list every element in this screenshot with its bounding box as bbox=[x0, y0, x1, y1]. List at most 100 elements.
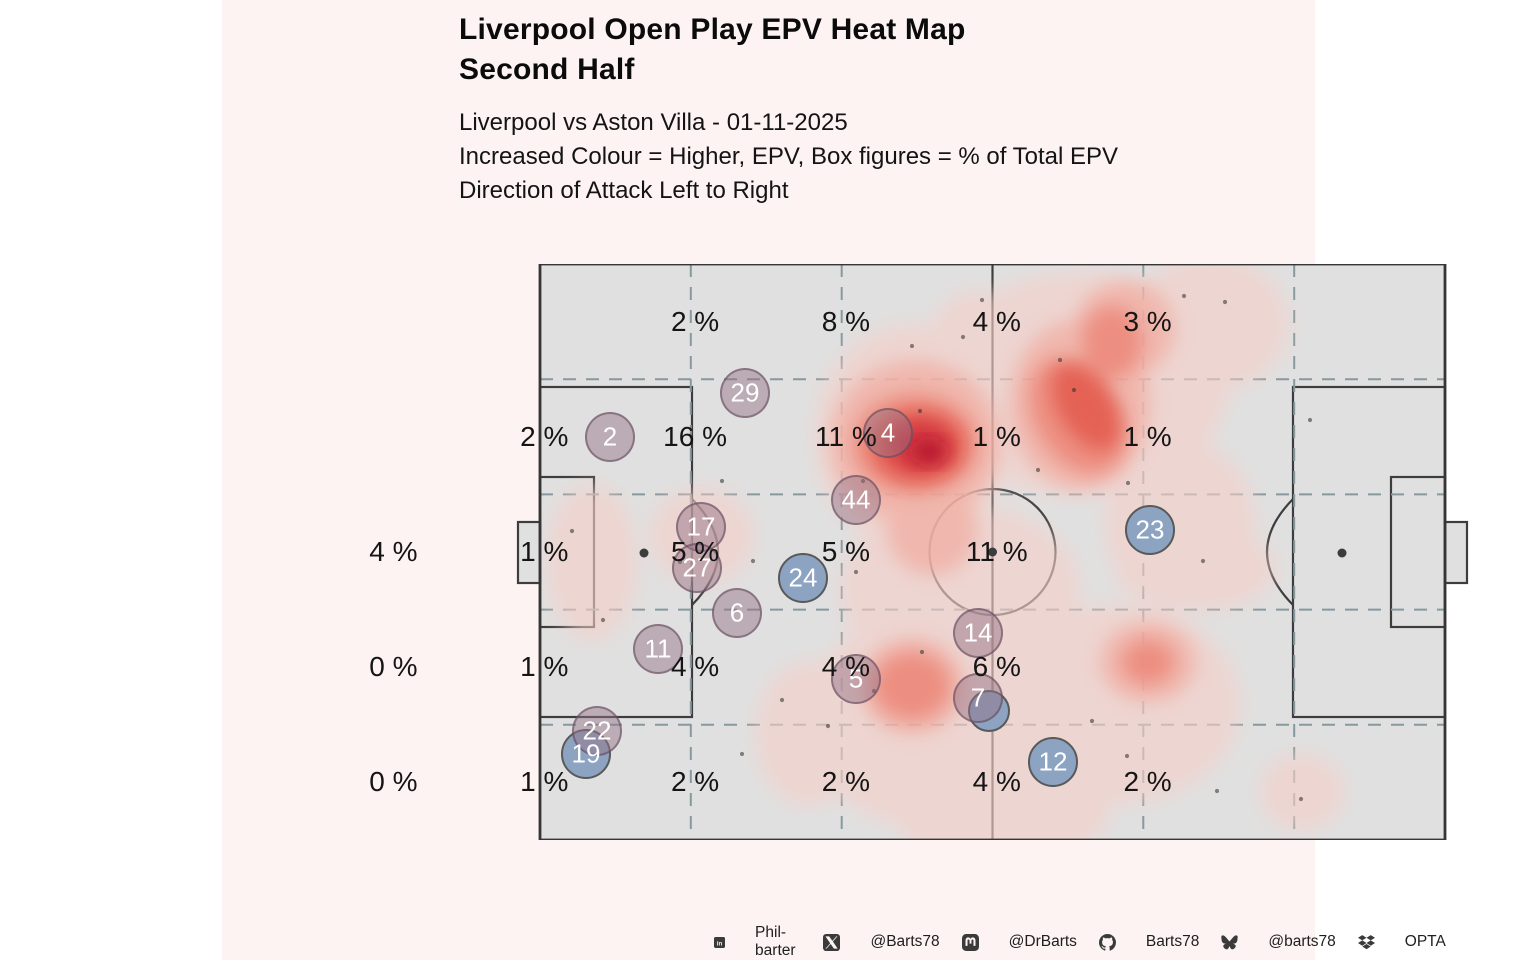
footer-handle-bluesky: @barts78 bbox=[1268, 933, 1336, 950]
event-dot bbox=[779, 697, 785, 703]
player-marker-29 bbox=[720, 368, 770, 418]
event-dot bbox=[909, 343, 915, 349]
event-dot bbox=[1057, 357, 1063, 363]
right-goal bbox=[1443, 520, 1469, 585]
event-dot bbox=[979, 297, 985, 303]
player-number-17: 17 bbox=[686, 511, 716, 542]
zone-epv-label-r4c4: 4 % bbox=[821, 651, 871, 683]
player-marker-23 bbox=[1125, 505, 1175, 555]
player-number-14: 14 bbox=[963, 617, 993, 648]
chart-subtitle: Liverpool vs Aston Villa - 01-11-2025 In… bbox=[459, 106, 1118, 208]
chart-title-line2: Second Half bbox=[459, 53, 635, 86]
chart-subtitle-match: Liverpool vs Aston Villa - 01-11-2025 bbox=[459, 109, 848, 136]
player-marker-14 bbox=[953, 608, 1003, 658]
event-dot bbox=[1298, 796, 1304, 802]
footer-handle-linkedin: Phil-barter bbox=[755, 924, 796, 959]
event-dot bbox=[1125, 480, 1131, 486]
player-marker-27 bbox=[672, 543, 722, 593]
zone-epv-label-r3c3: 5 % bbox=[670, 536, 720, 567]
event-dot bbox=[1035, 467, 1041, 473]
zone-epv-label-r2c3: 16 % bbox=[663, 420, 727, 452]
x-icon bbox=[823, 933, 841, 951]
zone-epv-label-r2c2: 2 % bbox=[520, 420, 569, 452]
zone-epv-label-r3c5: 11 % bbox=[965, 536, 1028, 567]
event-dot bbox=[917, 408, 923, 414]
event-dot bbox=[1181, 293, 1187, 299]
footer-handle-github: Barts78 bbox=[1145, 933, 1200, 950]
zone-epv-label-r2c4: 11 % bbox=[815, 420, 877, 452]
zone-epv-label-r1c5: 4 % bbox=[972, 305, 1021, 337]
player-marker-7 bbox=[953, 673, 1003, 723]
player-marker-44 bbox=[831, 475, 881, 525]
zone-epv-label-r3c2: 1 % bbox=[520, 536, 569, 567]
zone-epv-label-r1c4: 8 % bbox=[821, 305, 871, 337]
zone-epv-label-r4c1: 0 % bbox=[369, 651, 418, 683]
event-dot bbox=[600, 617, 606, 623]
event-dot bbox=[739, 751, 745, 757]
player-number-5: 5 bbox=[848, 663, 864, 694]
zone-epv-label-r5c1: 0 % bbox=[369, 766, 418, 798]
event-dot bbox=[1124, 753, 1130, 759]
zone-epv-label-r2c6: 1 % bbox=[1123, 420, 1172, 452]
event-dot bbox=[825, 723, 831, 729]
zone-epv-label-r2c5: 1 % bbox=[972, 420, 1021, 452]
zone-epv-label-r3c4: 5 % bbox=[821, 536, 871, 567]
chart-header: Liverpool Open Play EPV Heat Map Second … bbox=[459, 10, 1118, 208]
heat-level-5 bbox=[913, 441, 945, 463]
event-dot bbox=[1307, 417, 1313, 423]
zone-epv-label-r4c5: 6 % bbox=[972, 651, 1021, 683]
zone-epv-label-r4c2: 1 % bbox=[520, 651, 569, 683]
event-dot bbox=[919, 649, 925, 655]
event-dot bbox=[719, 478, 725, 484]
dropbox-icon bbox=[1357, 934, 1375, 951]
zone-epv-label-r5c6: 2 % bbox=[1123, 766, 1172, 798]
footer-item-mastodon: @DrBarts bbox=[961, 933, 1077, 951]
zone-epv-label-r5c4: 2 % bbox=[821, 766, 871, 798]
event-dot bbox=[569, 528, 575, 534]
player-number-24: 24 bbox=[788, 562, 818, 593]
chart-title: Liverpool Open Play EPV Heat Map Second … bbox=[459, 10, 1118, 90]
player-number-7: 7 bbox=[970, 682, 986, 713]
footer-item-github: Barts78 bbox=[1098, 933, 1200, 951]
svg-text:in: in bbox=[717, 940, 723, 947]
player-number-27: 27 bbox=[682, 552, 712, 583]
player-marker-6 bbox=[712, 588, 762, 638]
zone-epv-label-r5c5: 4 % bbox=[972, 766, 1021, 798]
player-number-11: 11 bbox=[644, 633, 672, 664]
event-dot bbox=[1200, 558, 1206, 564]
player-number-22: 22 bbox=[582, 715, 612, 746]
event-dot bbox=[1222, 299, 1228, 305]
event-dot bbox=[1214, 788, 1220, 794]
event-dot bbox=[1071, 387, 1077, 393]
zone-epv-label-r5c2: 1 % bbox=[520, 766, 569, 798]
footer-handle-dropbox: OPTA bbox=[1404, 933, 1446, 950]
footer-item-x: @Barts78 bbox=[823, 933, 940, 951]
pitch-boundary bbox=[538, 264, 1447, 840]
footer-handle-mastodon: @DrBarts bbox=[1008, 933, 1077, 950]
left-penalty-spot bbox=[639, 548, 649, 558]
bluesky-icon bbox=[1221, 934, 1239, 951]
player-number-29: 29 bbox=[730, 377, 760, 408]
player-number-23: 23 bbox=[1135, 514, 1165, 545]
chart-title-line1: Liverpool Open Play EPV Heat Map bbox=[459, 13, 966, 46]
player-marker-12 bbox=[1028, 737, 1078, 787]
center-spot bbox=[988, 547, 997, 557]
event-dot bbox=[750, 558, 756, 564]
figure-panel: Liverpool Open Play EPV Heat Map Second … bbox=[222, 0, 1469, 960]
zone-epv-label-r1c3: 2 % bbox=[670, 305, 720, 337]
pitch-spots bbox=[639, 547, 1347, 558]
player-marker-4 bbox=[863, 408, 913, 458]
footer-item-bluesky: @barts78 bbox=[1221, 933, 1336, 951]
chart-subtitle-legend: Increased Colour = Higher, EPV, Box figu… bbox=[459, 143, 1119, 170]
zone-epv-label-r5c3: 2 % bbox=[670, 766, 720, 798]
mastodon-icon bbox=[961, 933, 979, 951]
footer-item-linkedin: in Phil-barter bbox=[714, 924, 801, 960]
footer-credits: in Phil-barter @Barts78 @DrBarts Barts78 @bar… bbox=[714, 924, 1446, 960]
footer-handle-x: @Barts78 bbox=[870, 933, 940, 950]
player-marker-2 bbox=[585, 412, 635, 462]
player-number-44: 44 bbox=[841, 484, 871, 515]
player-number-19: 19 bbox=[571, 738, 601, 769]
player-number-4: 4 bbox=[880, 417, 896, 448]
player-number-2: 2 bbox=[602, 421, 618, 452]
